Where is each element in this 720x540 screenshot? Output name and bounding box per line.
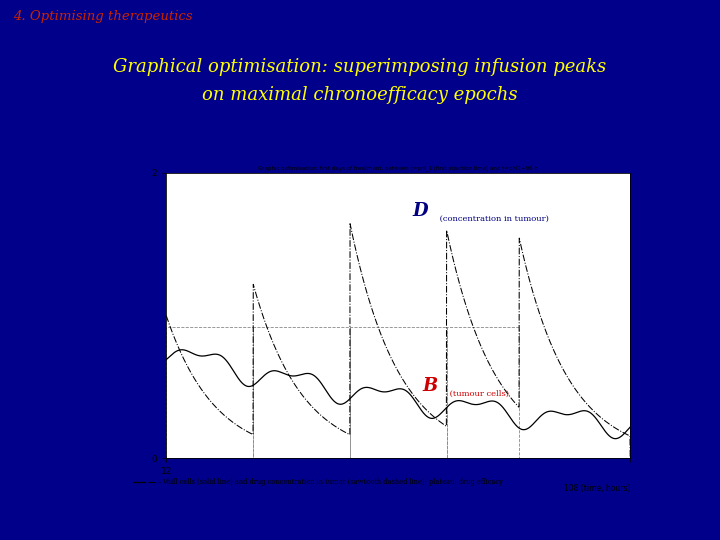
Text: (concentration in tumour): (concentration in tumour) xyxy=(437,214,549,222)
Bar xyxy=(253,327,350,458)
Text: 108 (time, hours): 108 (time, hours) xyxy=(564,484,630,493)
Text: B: B xyxy=(423,377,438,395)
Text: Vhill cells (solid line) and drug concentration in tumor (sawtooth dashed line);: Vhill cells (solid line) and drug concen… xyxy=(162,478,503,486)
Text: Graphical optimisation: superimposing infusion peaks: Graphical optimisation: superimposing in… xyxy=(113,58,607,77)
Bar xyxy=(446,327,519,458)
Text: (tumour cells): (tumour cells) xyxy=(446,390,508,398)
Text: D: D xyxy=(413,202,428,220)
Bar xyxy=(350,327,446,458)
Text: on maximal chronoefficacy epochs: on maximal chronoefficacy epochs xyxy=(202,85,518,104)
Title: Graphic optimisation: first days of treatment, between t=phi_1 (first injection : Graphic optimisation: first days of trea… xyxy=(258,165,538,171)
Text: 4. Optimising therapeutics: 4. Optimising therapeutics xyxy=(13,10,192,23)
Bar xyxy=(166,327,253,458)
